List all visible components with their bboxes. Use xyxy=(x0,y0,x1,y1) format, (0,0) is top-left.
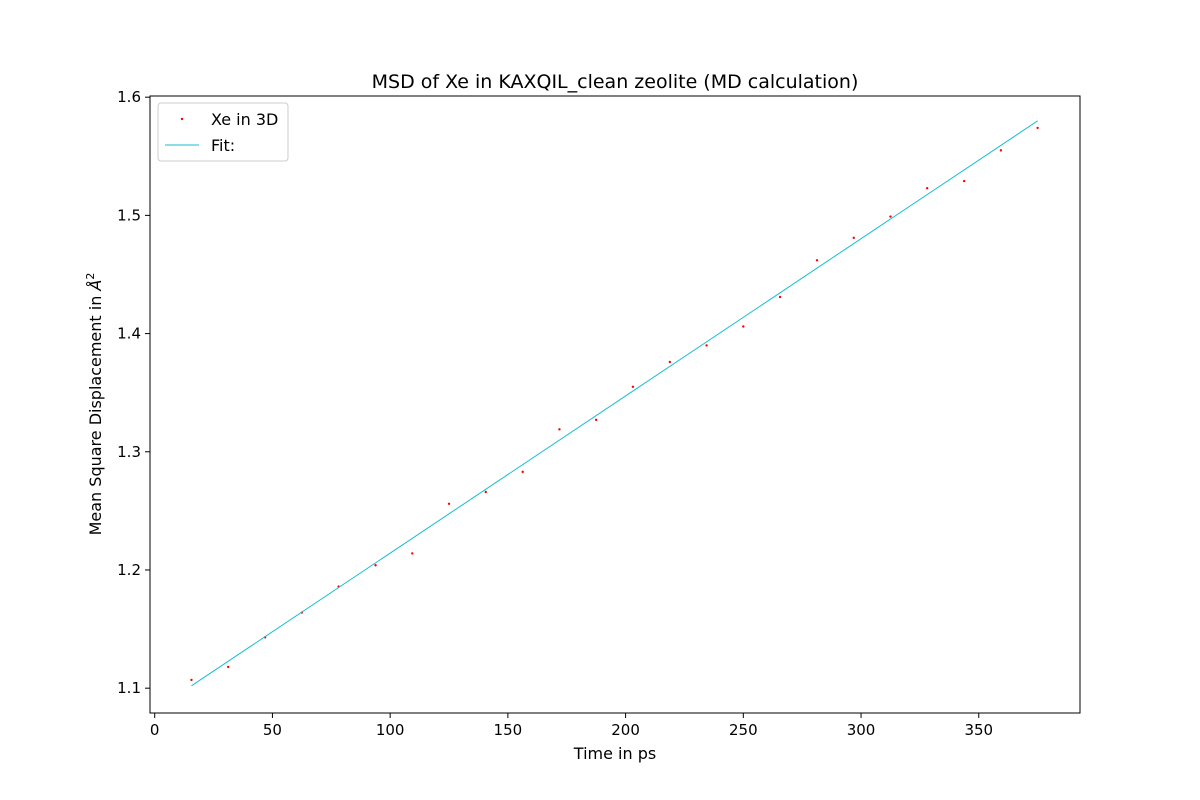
data-point xyxy=(668,360,672,364)
y-axis-label-main: Mean Square Displacement in xyxy=(86,291,105,536)
y-axis: 1.1 1.2 1.3 1.4 1.5 1.6 xyxy=(117,88,150,697)
data-point xyxy=(190,678,193,682)
x-tick-label: 0 xyxy=(150,721,160,739)
y-tick-label: 1.2 xyxy=(117,561,141,579)
x-tick-label: 250 xyxy=(729,721,758,739)
x-tick-label: 200 xyxy=(611,721,640,739)
chart-title: MSD of Xe in KAXQIL_clean zeolite (MD ca… xyxy=(372,71,859,93)
y-tick-label: 1.4 xyxy=(117,325,141,343)
data-point xyxy=(521,470,524,474)
data-point xyxy=(778,295,782,299)
y-tick-label: 1.1 xyxy=(117,679,141,697)
data-point xyxy=(594,418,598,422)
data-point xyxy=(962,179,966,183)
fit-line xyxy=(191,120,1038,687)
plot-marks xyxy=(190,120,1039,687)
data-point xyxy=(705,344,708,347)
data-point xyxy=(999,149,1003,152)
data-point xyxy=(852,236,855,240)
legend-label-fit: Fit: xyxy=(211,136,235,155)
x-tick-label: 350 xyxy=(964,721,993,739)
data-point xyxy=(374,564,377,567)
data-point xyxy=(411,552,414,555)
data-point xyxy=(558,428,561,431)
legend-marker-xe-in-3d xyxy=(180,117,184,121)
data-point xyxy=(889,215,892,218)
y-axis-label-exp: 2 xyxy=(84,273,97,280)
y-tick-label: 1.3 xyxy=(117,443,141,461)
data-point xyxy=(631,385,635,388)
x-tick-label: 300 xyxy=(847,721,876,739)
y-tick-label: 1.6 xyxy=(117,88,141,106)
x-tick-label: 150 xyxy=(494,721,523,739)
x-tick-label: 100 xyxy=(376,721,405,739)
data-point xyxy=(484,490,487,494)
y-axis-label-unit: Å xyxy=(86,280,105,292)
plot-frame xyxy=(149,95,1081,714)
y-axis-label: Mean Square Displacement in Å2 xyxy=(84,273,105,536)
data-point xyxy=(226,665,230,669)
data-point xyxy=(1036,126,1039,130)
legend-box xyxy=(157,102,289,162)
y-tick-label: 1.5 xyxy=(117,206,141,224)
x-axis-label: Time in ps xyxy=(573,744,656,763)
data-point xyxy=(742,325,745,328)
legend-label-xe-in-3d: Xe in 3D xyxy=(211,110,278,129)
x-tick-label: 50 xyxy=(263,721,282,739)
legend: Xe in 3D Fit: xyxy=(157,102,289,162)
data-point xyxy=(815,259,819,262)
data-point xyxy=(925,186,929,190)
x-axis: 0 50 100 150 200 250 300 350 xyxy=(150,713,993,739)
data-point xyxy=(447,502,451,505)
